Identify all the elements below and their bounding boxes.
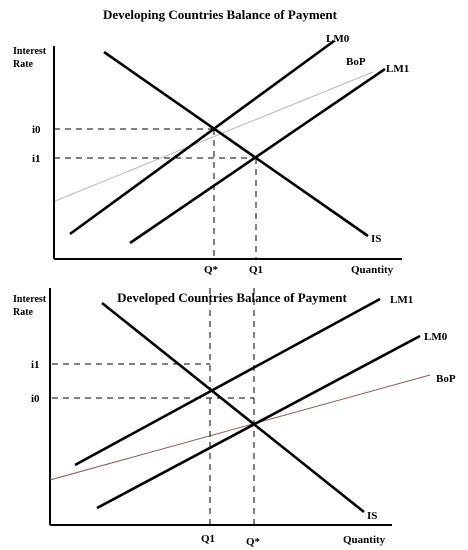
bottom-is-curve — [101, 301, 365, 514]
bottom-lm0-curve — [96, 334, 421, 510]
top-qstar-label: Q* — [204, 264, 219, 276]
bottom-q1-label: Q1 — [201, 533, 215, 545]
bottom-y-axis-label-line1: Interest — [13, 294, 47, 305]
top-lm1-label: LM1 — [386, 63, 409, 75]
top-y-axis-label-line2: Rate — [13, 59, 34, 70]
top-i0-label: i0 — [32, 124, 41, 136]
bottom-i0-label: i0 — [31, 393, 40, 405]
bottom-panel: Interest Rate Developed Countries Balanc… — [13, 288, 456, 548]
bottom-qstar-label: Q* — [246, 536, 261, 548]
bottom-i1-label: i1 — [31, 359, 40, 371]
top-title: Developing Countries Balance of Payment — [103, 7, 338, 22]
bottom-lm0-label: LM0 — [424, 331, 448, 343]
top-i1-label: i1 — [32, 153, 41, 165]
top-x-axis-label: Quantity — [351, 264, 394, 276]
top-panel: Developing Countries Balance of Payment … — [13, 7, 409, 276]
top-lm0-label: LM0 — [326, 33, 350, 45]
top-is-curve — [103, 50, 369, 238]
bottom-lm1-curve — [74, 297, 381, 467]
bottom-x-axis-label: Quantity — [343, 534, 386, 546]
top-is-label: IS — [371, 233, 381, 245]
bottom-lm1-label: LM1 — [390, 294, 413, 306]
bottom-is-label: IS — [367, 510, 377, 522]
top-lm1-curve — [129, 67, 386, 245]
bottom-bop-curve — [49, 374, 431, 481]
bottom-bop-label: BoP — [436, 373, 456, 385]
bottom-title: Developed Countries Balance of Payment — [117, 290, 347, 305]
bottom-y-axis-label-line2: Rate — [13, 307, 34, 318]
top-lm0-curve — [69, 39, 335, 236]
top-bop-label: BoP — [346, 56, 366, 68]
top-y-axis-label-line1: Interest — [13, 46, 47, 57]
top-q1-label: Q1 — [249, 264, 263, 276]
top-bop-curve — [54, 71, 374, 202]
